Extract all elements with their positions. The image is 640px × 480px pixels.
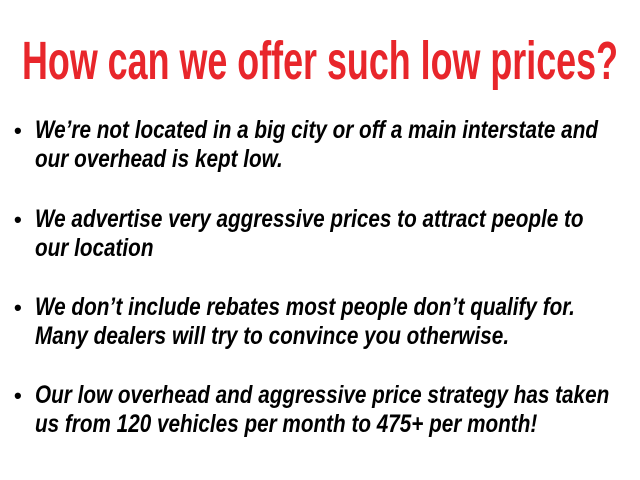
bullet-line: our overhead is kept low. [35,145,283,173]
bullet-line: Many dealers will try to convince you ot… [35,322,510,350]
bullet-icon: • [14,383,22,408]
bullet-line: us from 120 vehicles per month to 475+ p… [35,410,538,438]
bullet-icon: • [14,207,22,232]
bullet-line: We don’t include rebates most people don… [35,293,575,321]
bullet-line: We advertise very aggressive prices to a… [35,205,584,233]
bullet-line: Our low overhead and aggressive price st… [35,381,610,409]
bullet-icon: • [14,118,22,143]
bullet-line: We’re not located in a big city or off a… [35,116,598,144]
bullet-line: our location [35,234,154,262]
slide-title: How can we offer such low prices? [22,31,618,91]
bullet-icon: • [14,295,22,320]
